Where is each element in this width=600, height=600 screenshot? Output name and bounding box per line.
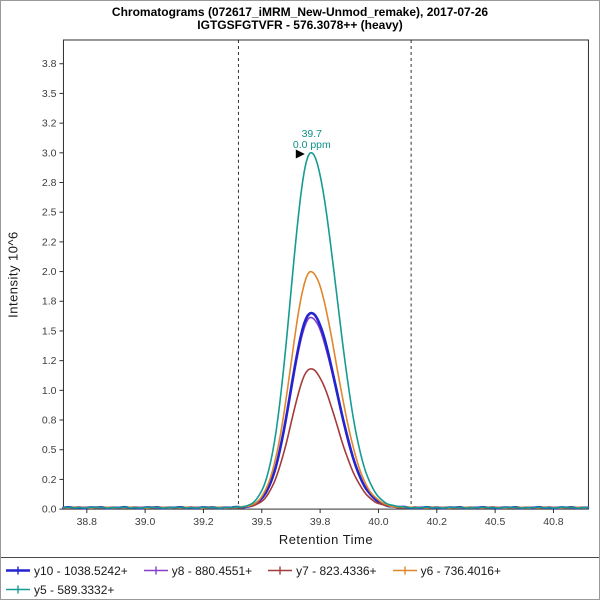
legend-item-y10: y10 - 1038.5242+	[6, 564, 128, 578]
y-tick-label: 3.8	[42, 59, 57, 70]
legend-marker-y5	[6, 585, 30, 594]
y-tick-label: 2.5	[42, 208, 57, 219]
y-tick-label: 1.0	[42, 386, 57, 397]
y-tick-label: 2.0	[42, 267, 57, 278]
y-tick-label: 1.8	[42, 297, 57, 308]
y-tick-label: 2.2	[42, 237, 57, 248]
x-tick-label: 40.2	[427, 517, 448, 528]
legend-marker-y6	[392, 566, 417, 575]
y-tick-label: 0.0	[42, 505, 57, 516]
x-axis-label: Retention Time	[279, 532, 373, 547]
legend-item-y7: y7 - 823.4336+	[268, 563, 377, 578]
y-tick-label: 1.2	[42, 356, 57, 367]
y-tick-label: 1.5	[42, 326, 57, 337]
chart-title-line2: IGTGSFGTVFR - 576.3078++ (heavy)	[197, 18, 403, 32]
legend-marker-y10	[6, 566, 30, 575]
y-tick-label: 3.5	[42, 89, 57, 100]
chart-title-line1: Chromatograms (072617_iMRM_New-Unmod_rem…	[111, 5, 489, 19]
legend-row: y5 - 589.3332+	[6, 580, 594, 599]
plot-border	[62, 39, 589, 510]
chromatogram-plot[interactable]: Intensity 10^6 Retention Time 38.8 39.0 39…	[1, 32, 600, 557]
x-tick-label: 39.8	[310, 517, 331, 528]
y-axis-label: Intensity 10^6	[6, 231, 21, 318]
y-tick-label: 0.8	[42, 416, 57, 427]
peak-annotation-line: 39.7	[302, 129, 323, 140]
chart-header: Chromatograms (072617_iMRM_New-Unmod_rem…	[1, 1, 599, 32]
x-tick-label: 40.8	[543, 517, 564, 528]
legend-marker-y8	[143, 566, 168, 575]
y-tick-label: 3.0	[42, 148, 57, 159]
y-tick-label: 0.2	[42, 475, 57, 486]
legend-row: y10 - 1038.5242+ y8 - 880.4551+ y7 - 823.4…	[6, 561, 594, 580]
legend-label: y10 - 1038.5242+	[34, 563, 128, 578]
legend: y10 - 1038.5242+ y8 - 880.4551+ y7 - 823.4…	[1, 557, 599, 599]
legend-label: y5 - 589.3332+	[34, 582, 115, 597]
y-tick-label: 3.2	[42, 119, 57, 130]
legend-item-y5: y5 - 589.3332+	[6, 583, 114, 597]
legend-marker-y7	[268, 566, 293, 575]
peak-pointer-icon	[295, 149, 305, 159]
y-tick-label: 2.8	[42, 178, 57, 189]
x-tick-label: 39.2	[193, 517, 214, 528]
x-tick-label: 40.0	[368, 517, 389, 528]
peak-annotation-line: 0.0 ppm	[293, 140, 331, 151]
x-tick-label: 40.5	[485, 517, 506, 528]
legend-item-y6: y6 - 736.4016+	[392, 563, 501, 578]
legend-label: y7 - 823.4336+	[296, 563, 377, 578]
x-tick-label: 39.5	[252, 517, 273, 528]
x-tick-label: 38.8	[77, 517, 98, 528]
legend-label: y6 - 736.4016+	[420, 563, 501, 578]
x-tick-label: 39.0	[135, 517, 156, 528]
chromatogram-trace-y5	[62, 151, 589, 509]
y-tick-label: 0.5	[42, 445, 57, 456]
legend-label: y8 - 880.4551+	[171, 563, 253, 578]
legend-item-y8: y8 - 880.4551+	[143, 563, 253, 578]
